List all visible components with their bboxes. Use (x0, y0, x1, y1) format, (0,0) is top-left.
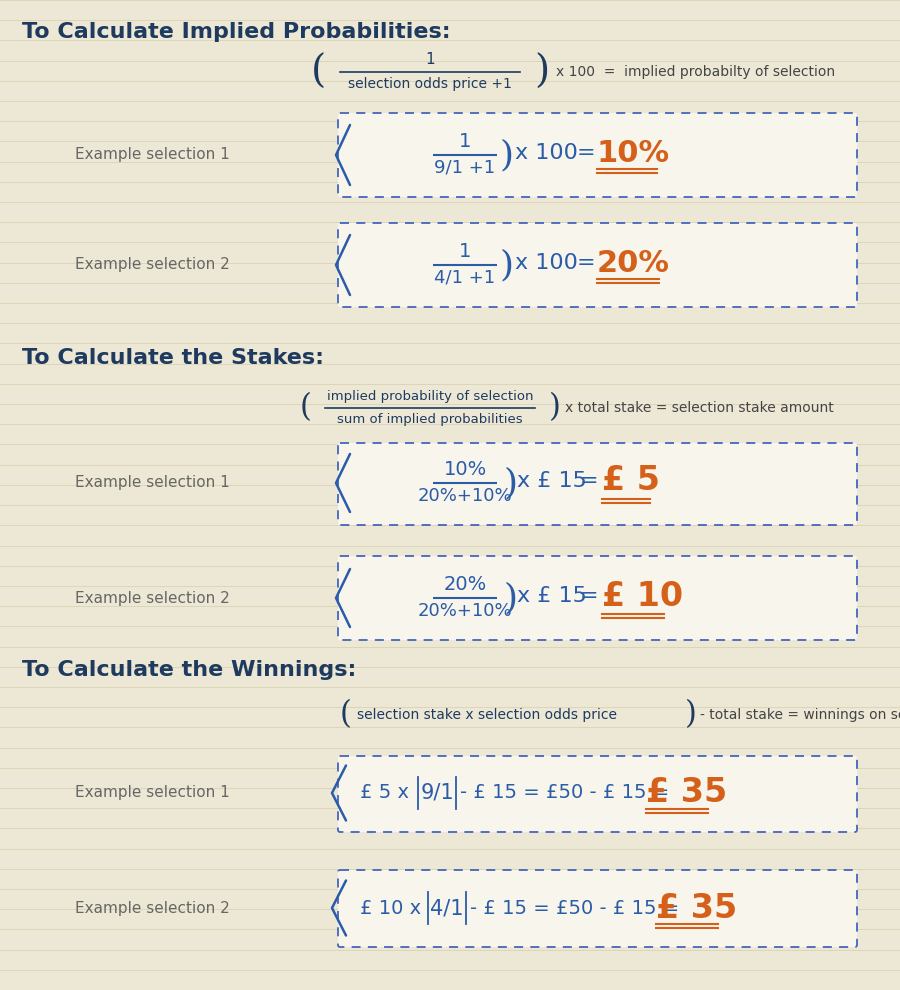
Text: ): ) (500, 138, 514, 172)
Text: =: = (577, 253, 596, 273)
FancyBboxPatch shape (338, 443, 857, 525)
Text: Example selection 2: Example selection 2 (75, 901, 230, 916)
Text: 10%: 10% (597, 139, 670, 167)
Text: implied probability of selection: implied probability of selection (327, 390, 533, 403)
Text: x £ 15: x £ 15 (517, 471, 587, 491)
Text: 1: 1 (425, 52, 435, 67)
Text: sum of implied probabilities: sum of implied probabilities (338, 413, 523, 426)
Text: =: = (580, 586, 606, 606)
Text: ): ) (500, 248, 514, 282)
FancyBboxPatch shape (338, 113, 857, 197)
Text: 1: 1 (459, 242, 472, 261)
Text: 10%: 10% (444, 460, 487, 479)
Text: Example selection 1: Example selection 1 (75, 148, 230, 162)
FancyBboxPatch shape (338, 870, 857, 947)
Text: (: ( (310, 53, 326, 90)
Text: £ 10 x: £ 10 x (360, 899, 421, 918)
Text: £ 35: £ 35 (656, 892, 737, 925)
Text: x total stake = selection stake amount: x total stake = selection stake amount (565, 401, 833, 415)
Text: £ 10: £ 10 (602, 579, 683, 613)
Text: Example selection 1: Example selection 1 (75, 475, 230, 490)
Text: x 100: x 100 (515, 143, 578, 163)
Text: £ 5: £ 5 (602, 464, 660, 498)
Text: £ 5 x: £ 5 x (360, 783, 409, 803)
Text: 1: 1 (459, 132, 472, 151)
FancyBboxPatch shape (338, 756, 857, 832)
Text: x 100: x 100 (515, 253, 578, 273)
Text: 20%: 20% (444, 575, 487, 594)
Text: ): ) (503, 466, 517, 500)
Text: 9/1 +1: 9/1 +1 (435, 159, 496, 177)
Text: ): ) (534, 53, 549, 90)
Text: To Calculate the Stakes:: To Calculate the Stakes: (22, 348, 324, 368)
Text: =: = (580, 471, 606, 491)
Text: selection stake x selection odds price: selection stake x selection odds price (357, 708, 617, 722)
Text: 20%+10%: 20%+10% (418, 602, 512, 620)
Text: 4/1: 4/1 (430, 898, 464, 918)
Text: (: ( (340, 700, 352, 731)
Text: x £ 15: x £ 15 (517, 586, 587, 606)
Text: - total stake = winnings on selection: - total stake = winnings on selection (700, 708, 900, 722)
Text: 20%+10%: 20%+10% (418, 487, 512, 505)
Text: =: = (577, 143, 596, 163)
FancyBboxPatch shape (338, 223, 857, 307)
Text: ): ) (549, 392, 561, 424)
Text: £ 35: £ 35 (646, 776, 727, 810)
Text: - £ 15 = £50 - £ 15 =: - £ 15 = £50 - £ 15 = (460, 783, 670, 803)
Text: To Calculate the Winnings:: To Calculate the Winnings: (22, 660, 356, 680)
Text: Example selection 2: Example selection 2 (75, 590, 230, 606)
Text: (: ( (299, 392, 311, 424)
Text: Example selection 2: Example selection 2 (75, 257, 230, 272)
Text: 9/1: 9/1 (420, 783, 454, 803)
Text: ): ) (503, 581, 517, 615)
Text: x 100  =  implied probabilty of selection: x 100 = implied probabilty of selection (556, 65, 835, 79)
Text: selection odds price +1: selection odds price +1 (348, 77, 512, 91)
Text: ): ) (685, 700, 697, 731)
Text: To Calculate Implied Probabilities:: To Calculate Implied Probabilities: (22, 22, 451, 42)
FancyBboxPatch shape (338, 556, 857, 640)
Text: Example selection 1: Example selection 1 (75, 785, 230, 801)
Text: 4/1 +1: 4/1 +1 (435, 269, 496, 287)
Text: 20%: 20% (597, 248, 670, 277)
Text: - £ 15 = £50 - £ 15 =: - £ 15 = £50 - £ 15 = (470, 899, 680, 918)
